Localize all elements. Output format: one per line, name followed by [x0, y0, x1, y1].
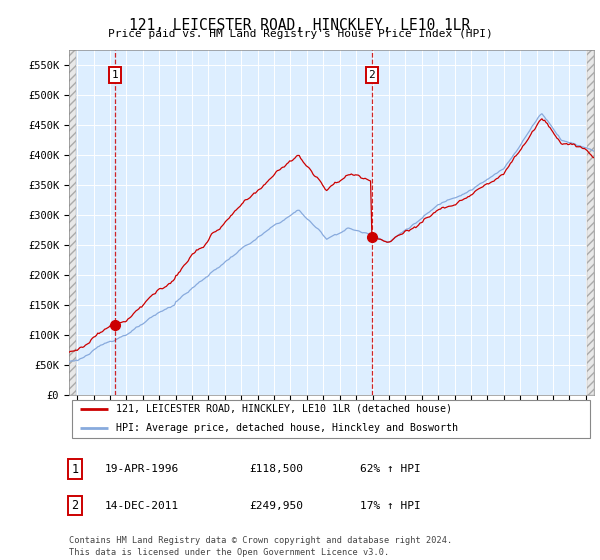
Text: 14-DEC-2011: 14-DEC-2011 — [105, 501, 179, 511]
Text: 121, LEICESTER ROAD, HINCKLEY, LE10 1LR: 121, LEICESTER ROAD, HINCKLEY, LE10 1LR — [130, 18, 470, 33]
Text: Price paid vs. HM Land Registry's House Price Index (HPI): Price paid vs. HM Land Registry's House … — [107, 29, 493, 39]
Text: 1: 1 — [112, 70, 118, 80]
Text: 19-APR-1996: 19-APR-1996 — [105, 464, 179, 474]
Text: £118,500: £118,500 — [249, 464, 303, 474]
Text: HPI: Average price, detached house, Hinckley and Bosworth: HPI: Average price, detached house, Hinc… — [116, 423, 458, 433]
Text: Contains HM Land Registry data © Crown copyright and database right 2024.
This d: Contains HM Land Registry data © Crown c… — [69, 536, 452, 557]
Text: 1: 1 — [71, 463, 79, 476]
Text: 17% ↑ HPI: 17% ↑ HPI — [360, 501, 421, 511]
Text: £249,950: £249,950 — [249, 501, 303, 511]
Bar — [587, 50, 594, 395]
Text: 2: 2 — [71, 499, 79, 512]
Bar — [69, 50, 76, 395]
Text: 121, LEICESTER ROAD, HINCKLEY, LE10 1LR (detached house): 121, LEICESTER ROAD, HINCKLEY, LE10 1LR … — [116, 404, 452, 414]
Text: 62% ↑ HPI: 62% ↑ HPI — [360, 464, 421, 474]
FancyBboxPatch shape — [71, 400, 590, 437]
Text: 2: 2 — [368, 70, 375, 80]
